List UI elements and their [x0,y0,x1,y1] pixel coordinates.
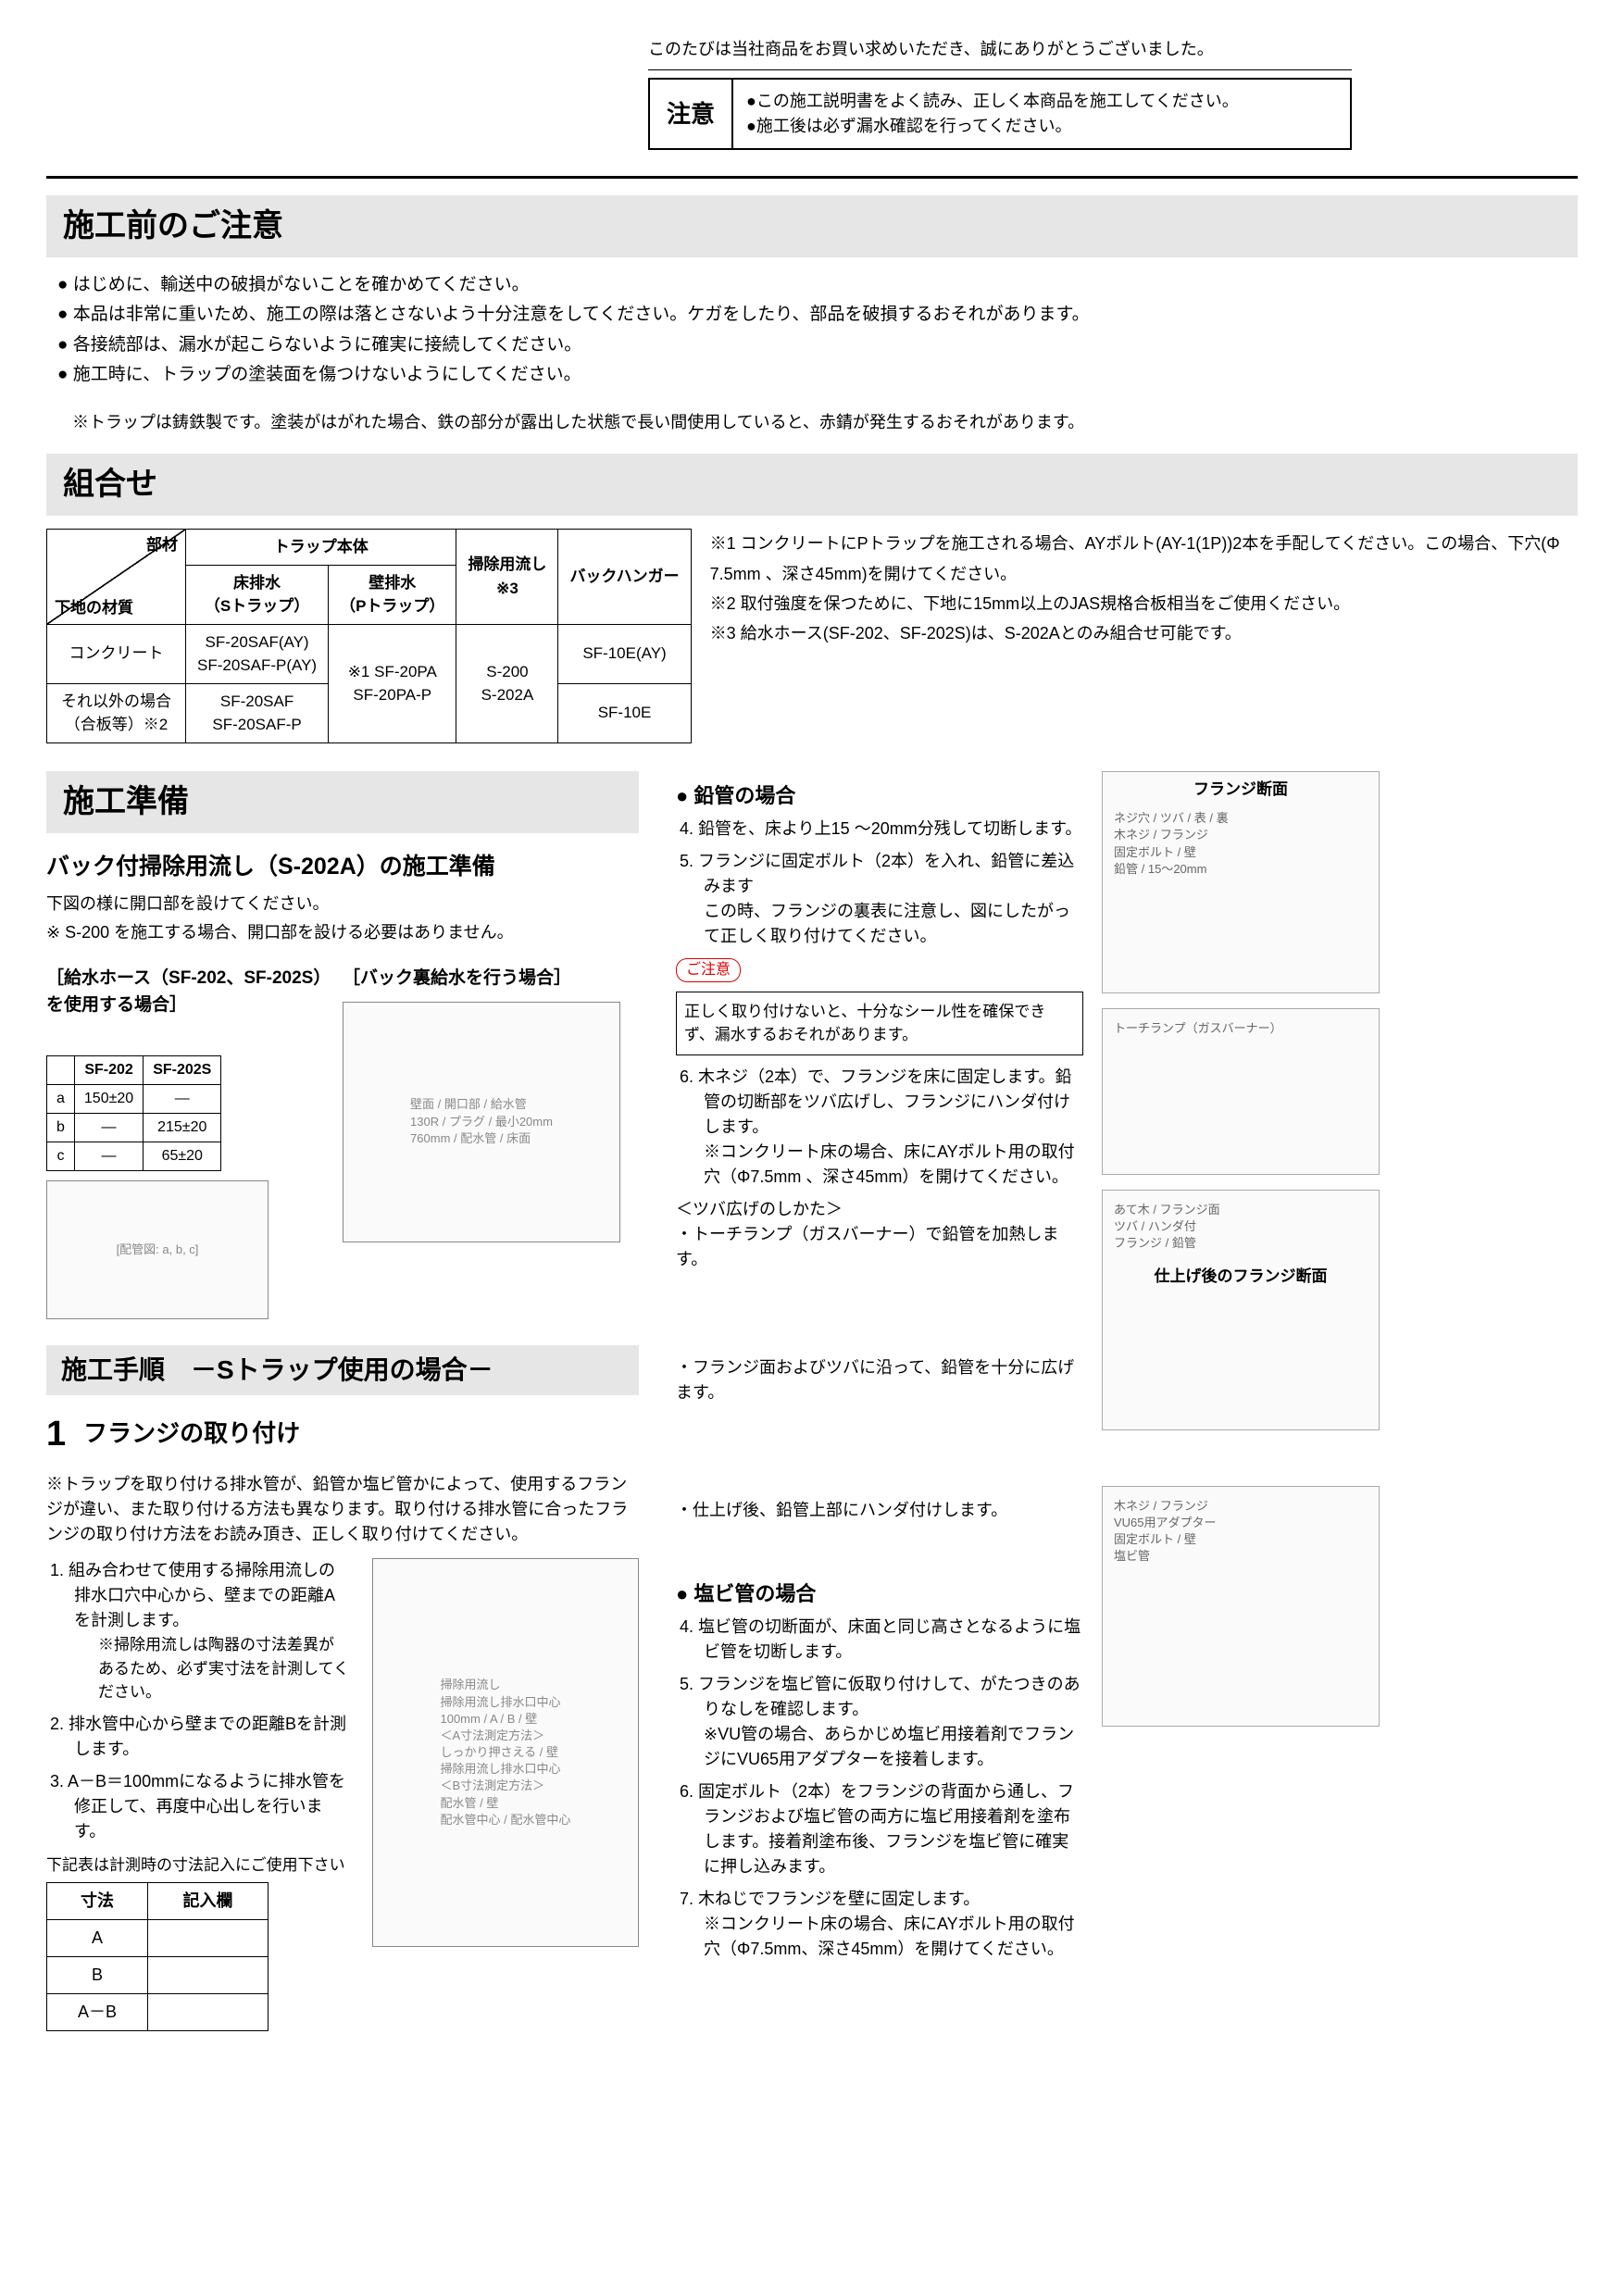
list-item: 木ネジ（2本）で、フランジを床に固定します。鉛管の切断部をツバ広げし、フランジに… [680,1065,1083,1190]
bullet: 本品は非常に重いため、施工の際は落とさないよう十分注意をしてください。ケガをした… [57,300,1578,330]
top-notice: このたびは当社商品をお買い求めいただき、誠にありがとうございました。 [648,37,1578,62]
measure-note: 下記表は計測時の寸法記入にご使用下さい [46,1853,350,1878]
flange-spread-text: ・フランジ面およびツバに沿って、鉛管を十分に広げます。 [676,1355,1083,1405]
list-item: 固定ボルト（2本）をフランジの背面から通し、フランジおよび塩ビ管の両方に塩ビ用接… [680,1779,1083,1879]
bullet: 施工時に、トラップの塗装面を傷つけないようにしてください。 [57,360,1578,390]
tsuba-text: ・トーチランプ（ガスバーナー）で鉛管を加熱します。 [676,1222,1083,1272]
pre-caution-list: はじめに、輸送中の破損がないことを確かめてください。 本品は非常に重いため、施工… [57,270,1578,390]
diag-header: 部材 下地の材質 [47,530,186,625]
td-base: それ以外の場合 （合板等）※2 [47,683,186,742]
caution-badge: ご注意 [676,958,741,982]
section-combo-title: 組合せ [46,454,1578,516]
flange-section-diagram: フランジ断面 ネジ穴 / ツバ / 表 / 裏 木ネジ / フランジ 固定ボルト… [1102,771,1380,993]
hose-diagram: [配管図: a, b, c] [46,1180,269,1319]
section-pre-caution-title: 施工前のご注意 [46,195,1578,257]
caution-label: 注意 [650,80,733,148]
measure-table: 寸法記入欄 A B A－B [46,1882,269,2031]
td-hanger: SF-10E(AY) [558,624,691,683]
step-1-header: 1 フランジの取り付け [46,1408,639,1461]
back-case-title: ［バック裏給水を行う場合］ [343,966,620,992]
mini-caution: ご注意 正しく取り付けないと、十分なシール性を確保できず、漏水するおそれがありま… [676,956,1083,1055]
caution-text: ●この施工説明書をよく読み、正しく本商品を施工してください。 ●施工後は必ず漏水… [733,80,1252,148]
list-item: 組み合わせて使用する掃除用流しの排水口穴中心から、壁までの距離Aを計測します。 … [50,1558,350,1704]
step-number: 1 [46,1415,66,1454]
td-base: コンクリート [47,624,186,683]
note: ※3 給水ホース(SF-202、SF-202S)は、S-202Aとのみ組合せ可能… [710,618,1578,648]
th-floor: 床排水 （Sトラップ） [186,565,329,624]
td-floor: SF-20SAF(AY) SF-20SAF-P(AY) [186,624,329,683]
combo-table: 部材 下地の材質 トラップ本体 掃除用流し ※3 バックハンガー 床排水 （Sト… [46,529,692,743]
lead-title: 鉛管の場合 [676,780,1083,811]
pvc-title: 塩ビ管の場合 [676,1578,1083,1609]
step1-note: ※トラップを取り付ける排水管が、鉛管か塩ビ管かによって、使用するフランジが違い、… [46,1472,639,1547]
list-item: A－B＝100mmになるように排水管を修正して、再度中心出しを行います。 [50,1769,350,1844]
th-trap-body: トラップ本体 [186,530,456,566]
bullet: 各接続部は、漏水が起こらないように確実に接続してください。 [57,331,1578,360]
td-floor: SF-20SAF SF-20SAF-P [186,683,329,742]
flange-diagram: 掃除用流し 掃除用流し排水口中心 100mm / A / B / 壁 ＜A寸法測… [372,1558,639,1947]
lead-steps: 鉛管を、床より上15 ～20mm分残して切断します。 フランジに固定ボルト（2本… [680,817,1083,949]
pre-caution-note: ※トラップは鋳鉄製です。塗装がはがれた場合、鉄の部分が露出した状態で長い間使用し… [72,410,1578,435]
section-steps-title: 施工手順 －Sトラップ使用の場合－ [46,1345,639,1395]
tsuba-title: ＜ツバ広げのしかた＞ [676,1197,1083,1222]
prep-line1: 下図の様に開口部を設けてください。 [46,892,639,917]
hose-table: SF-202SF-202S a150±20― b―215±20 c―65±20 [46,1055,221,1171]
prep-subtitle: バック付掃除用流し（S-202A）の施工準備 [46,850,639,885]
back-supply-diagram: 壁面 / 開口部 / 給水管 130R / プラグ / 最小20mm 760mm… [343,1002,620,1242]
caution-box: 注意 ●この施工説明書をよく読み、正しく本商品を施工してください。 ●施工後は必… [648,78,1352,150]
torch-diagram: トーチランプ（ガスバーナー） [1102,1008,1380,1175]
bullet: はじめに、輸送中の破損がないことを確かめてください。 [57,270,1578,300]
caution-mini-text: 正しく取り付けないと、十分なシール性を確保できず、漏水するおそれがあります。 [676,992,1083,1055]
td-sink: S-200 S-202A [456,624,558,742]
prep-line2: ※ S-200 を施工する場合、開口部を設ける必要はありません。 [46,920,639,945]
list-item: 鉛管を、床より上15 ～20mm分残して切断します。 [680,817,1083,842]
pvc-diagram: 木ネジ / フランジ VU65用アダプター 固定ボルト / 壁 塩ビ管 [1102,1486,1380,1727]
hose-case-title: ［給水ホース（SF-202、SF-202S）を使用する場合］ [46,966,324,1018]
list-item: フランジを塩ビ管に仮取り付けして、がたつきのありなしを確認します。 ※VU管の場… [680,1672,1083,1772]
list-item: 塩ビ管の切断面が、床面と同じ高さとなるように塩ビ管を切断します。 [680,1615,1083,1665]
flange-steps: 組み合わせて使用する掃除用流しの排水口穴中心から、壁までの距離Aを計測します。 … [50,1558,350,1844]
step-title: フランジの取り付け [83,1419,300,1447]
list-item: 排水管中心から壁までの距離Bを計測します。 [50,1712,350,1762]
finish-text: ・仕上げ後、鉛管上部にハンダ付けします。 [676,1498,1083,1523]
pvc-steps: 塩ビ管の切断面が、床面と同じ高さとなるように塩ビ管を切断します。 フランジを塩ビ… [680,1615,1083,1962]
td-hanger: SF-10E [558,683,691,742]
td-wall: ※1 SF-20PA SF-20PA-P [329,624,456,742]
th-wall: 壁排水 （Pトラップ） [329,565,456,624]
lead-steps-cont: 木ネジ（2本）で、フランジを床に固定します。鉛管の切断部をツバ広げし、フランジに… [680,1065,1083,1190]
list-item: フランジに固定ボルト（2本）を入れ、鉛管に差込みます この時、フランジの裏表に注… [680,849,1083,949]
caution-line: ●施工後は必ず漏水確認を行ってください。 [746,114,1239,139]
spread-diagram: あて木 / フランジ面 ツバ / ハンダ付 フランジ / 鉛管 仕上げ後のフラン… [1102,1190,1380,1430]
note: ※2 取付強度を保つために、下地に15mm以上のJAS規格合板相当をご使用くださ… [710,589,1578,618]
combo-notes: ※1 コンクリートにPトラップを施工される場合、AYボルト(AY-1(1P))2… [710,529,1578,743]
th-sink: 掃除用流し ※3 [456,530,558,625]
section-prep-title: 施工準備 [46,771,639,833]
list-item: 木ねじでフランジを壁に固定します。 ※コンクリート床の場合、床にAYボルト用の取… [680,1887,1083,1962]
note: ※1 コンクリートにPトラップを施工される場合、AYボルト(AY-1(1P))2… [710,529,1578,589]
th-hanger: バックハンガー [558,530,691,625]
caution-line: ●この施工説明書をよく読み、正しく本商品を施工してください。 [746,89,1239,114]
